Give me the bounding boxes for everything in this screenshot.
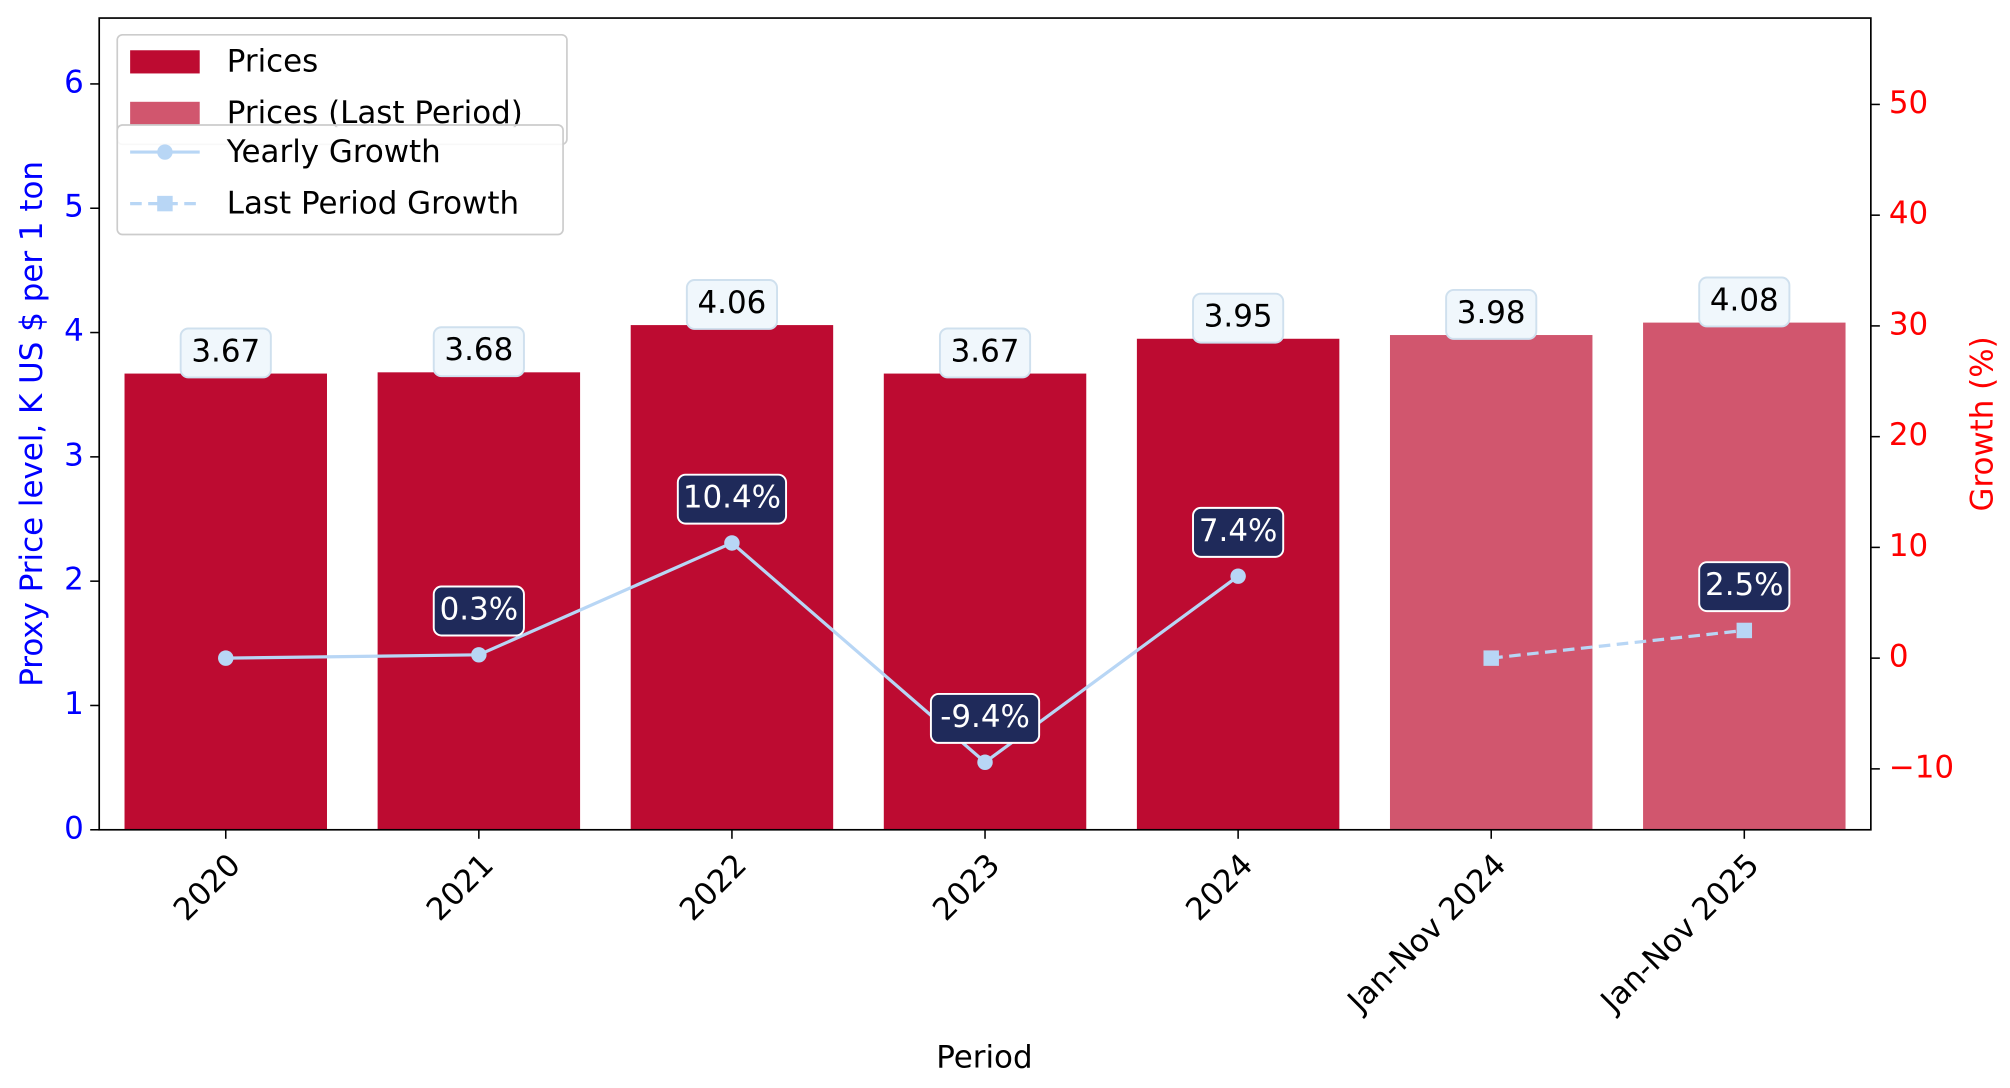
bar-value: 3.67 <box>951 333 1020 369</box>
bar-value: 3.95 <box>1204 299 1273 335</box>
label-box <box>432 585 525 637</box>
label-box <box>929 692 1041 744</box>
y2-tick-label: 40 <box>1889 196 1928 232</box>
y2-axis-label: Growth (%) <box>1965 336 2001 511</box>
label-box <box>1445 288 1538 340</box>
growth-marker <box>218 650 234 666</box>
plot-frame <box>98 17 1872 831</box>
bar-value: 3.67 <box>191 333 260 369</box>
x-tick-label: Jan-Nov 2024 <box>1340 847 1514 1021</box>
legend-label: Prices <box>227 44 318 80</box>
growth-marker <box>724 535 740 551</box>
legend-box <box>116 124 564 236</box>
growth-value: 2.5% <box>1705 567 1784 603</box>
growth-value-label: 7.4% <box>1192 506 1285 558</box>
growth-marker <box>977 754 993 770</box>
growth-value-label: 2.5% <box>1698 561 1791 613</box>
legend-marker <box>157 144 173 160</box>
y2-tick-label: 30 <box>1889 306 1928 342</box>
bar-value: 3.98 <box>1457 295 1526 331</box>
bar-value-label: 3.68 <box>432 326 525 378</box>
bar-value-label: 3.67 <box>938 327 1032 379</box>
x-tick-label: 2023 <box>926 847 1007 928</box>
y2-tick-label: 20 <box>1889 417 1928 453</box>
growth-value: 0.3% <box>440 592 519 628</box>
label-box <box>1192 506 1285 558</box>
growth-value-label: 0.3% <box>432 585 525 637</box>
growth-line <box>1491 628 1745 660</box>
x-tick-label: 2021 <box>420 847 501 928</box>
bar-value-label: 4.06 <box>685 279 779 330</box>
bar-value: 4.08 <box>1710 282 1779 318</box>
growth-value: -9.4% <box>940 699 1030 735</box>
bar <box>1389 335 1593 830</box>
legend-swatch <box>130 101 200 125</box>
y2-tick-label: 50 <box>1889 85 1928 121</box>
x-tick-label: Jan-Nov 2025 <box>1593 847 1767 1021</box>
growth-marker <box>1736 622 1753 639</box>
bar-value-label: 3.95 <box>1192 292 1285 344</box>
growth-marker <box>1483 650 1499 666</box>
growth-value-label: -9.4% <box>929 692 1041 744</box>
y-tick-label: 2 <box>64 562 84 598</box>
growth-value: 10.4% <box>683 480 781 516</box>
x-tick-label: 2024 <box>1179 847 1260 928</box>
x-tick-label: 2022 <box>673 847 754 928</box>
y-tick-label: 0 <box>64 810 84 846</box>
y2-tick-label: 0 <box>1889 639 1909 675</box>
bar <box>883 373 1087 830</box>
y2-tick-label: 10 <box>1889 528 1928 564</box>
label-box <box>432 326 525 378</box>
legend-swatch <box>130 50 200 74</box>
x-tick-label: 2020 <box>167 847 248 928</box>
y-axis-label: Proxy Price level, K US $ per 1 ton <box>14 161 50 687</box>
bar-value: 3.68 <box>444 332 513 368</box>
growth-marker <box>1230 568 1246 584</box>
y-tick-label: 5 <box>64 189 84 225</box>
bar <box>1136 338 1340 830</box>
growth-value: 7.4% <box>1199 513 1278 549</box>
legend-label: Yearly Growth <box>226 134 441 170</box>
bar-value-label: 4.08 <box>1698 276 1791 328</box>
label-box <box>1698 276 1791 328</box>
label-box <box>1698 561 1791 613</box>
x-axis-label: Period <box>936 1040 1032 1076</box>
label-box <box>938 327 1032 379</box>
y-tick-label: 6 <box>64 64 84 100</box>
label-box <box>685 279 779 330</box>
y-tick-label: 4 <box>64 313 84 349</box>
label-box <box>676 473 788 525</box>
growth-marker <box>471 647 487 663</box>
y-tick-label: 1 <box>64 686 84 722</box>
y2-tick-label: −10 <box>1889 749 1954 785</box>
bar-value-label: 3.98 <box>1445 288 1538 340</box>
label-box <box>179 327 272 379</box>
label-box <box>1192 292 1285 344</box>
legend-marker <box>157 195 173 212</box>
legend-label: Last Period Growth <box>227 185 519 221</box>
bar <box>124 373 327 830</box>
bar-value: 4.06 <box>698 285 767 321</box>
legend: Yearly Growth Last Period Growth <box>116 124 564 236</box>
y-tick-label: 3 <box>64 437 84 473</box>
growth-value-label: 10.4% <box>676 473 788 525</box>
bar <box>630 325 834 830</box>
bar-value-label: 3.67 <box>179 327 272 379</box>
